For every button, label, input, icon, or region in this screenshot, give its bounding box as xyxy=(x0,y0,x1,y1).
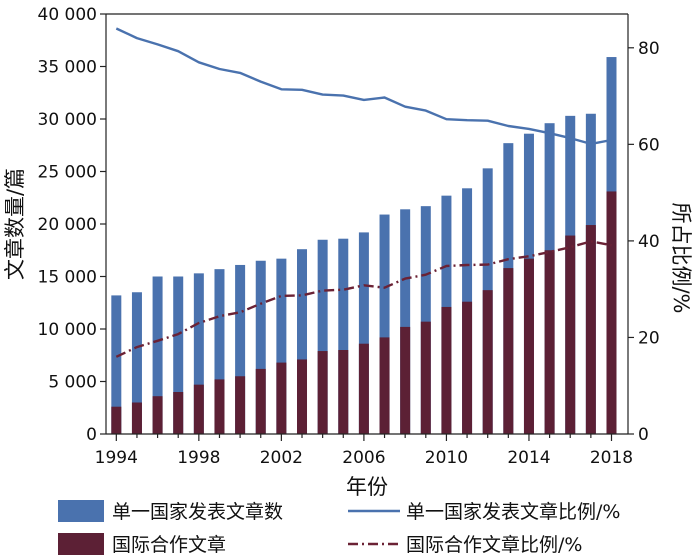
x-tick-label: 1998 xyxy=(177,448,220,468)
bar-international xyxy=(317,351,328,434)
bar-international xyxy=(131,402,142,434)
bar-international xyxy=(379,337,390,434)
x-tick-label: 2010 xyxy=(425,448,468,468)
bar-single-country xyxy=(297,249,308,434)
y-tick-label: 0 xyxy=(86,425,97,445)
bar-international xyxy=(482,290,493,434)
bar-single-country xyxy=(338,238,349,434)
y-tick-label: 25 000 xyxy=(38,163,97,183)
bar-single-country xyxy=(152,276,163,434)
y-tick-label: 15 000 xyxy=(38,268,97,288)
bar-international xyxy=(358,343,369,434)
bar-international xyxy=(297,359,308,434)
axes: 0 5 000 10 000 15 000 20 000 25 000 30 000 35 0… xyxy=(38,5,660,468)
y-tick-label: 30 000 xyxy=(38,110,97,130)
legend-swatch xyxy=(58,500,104,522)
bar-international xyxy=(503,268,514,434)
bar-single-country xyxy=(255,260,266,434)
x-tick-label: 2018 xyxy=(590,448,633,468)
bar-single-country xyxy=(400,209,411,434)
bar-single-country xyxy=(420,206,431,434)
legend-label: 单一国家发表文章数 xyxy=(112,501,283,523)
bar-international xyxy=(111,406,122,434)
bar-single-country xyxy=(131,292,142,434)
bar-single-country xyxy=(111,295,122,434)
x-tick-label: 1994 xyxy=(95,448,138,468)
bar-single-country xyxy=(214,269,225,434)
bar-international xyxy=(152,396,163,434)
y-tick-label: 20 000 xyxy=(38,215,97,235)
y-tick-label: 5 000 xyxy=(48,373,97,393)
bar-international xyxy=(276,362,287,434)
bar-international xyxy=(214,379,225,434)
bar-single-country xyxy=(317,239,328,434)
y2-tick-label: 0 xyxy=(638,425,649,445)
y-tick-label: 35 000 xyxy=(38,58,97,78)
line-single-country-ratio xyxy=(115,27,612,146)
bar-single-country xyxy=(358,232,369,434)
bar-international xyxy=(338,350,349,434)
y2-tick-label: 60 xyxy=(638,135,660,155)
bar-single-country xyxy=(235,264,246,434)
bar-single-country xyxy=(193,273,204,434)
bar-international xyxy=(544,250,555,434)
bar-international xyxy=(400,326,411,434)
bar-single-country xyxy=(173,276,184,434)
bar-international xyxy=(420,321,431,434)
y-axis-title: 文章数量/篇 xyxy=(3,168,27,280)
y2-axis-title: 所占比例/% xyxy=(669,202,693,313)
legend-label: 单一国家发表文章比例/% xyxy=(406,501,620,523)
bar-international xyxy=(441,306,452,434)
x-tick-label: 2006 xyxy=(342,448,385,468)
plot-area xyxy=(111,27,617,435)
x-tick-label: 2014 xyxy=(507,448,550,468)
x-axis-title: 年份 xyxy=(346,475,388,499)
line-international-ratio xyxy=(115,240,612,358)
legend-swatch xyxy=(58,533,104,555)
bar-international xyxy=(255,368,266,434)
x-tick-label: 2002 xyxy=(260,448,303,468)
bar-single-country xyxy=(379,214,390,434)
bar-international xyxy=(235,376,246,434)
y2-tick-label: 40 xyxy=(638,232,660,252)
bar-international xyxy=(606,191,617,434)
bar-international xyxy=(193,384,204,434)
y-tick-label: 40 000 xyxy=(38,5,97,25)
y2-tick-label: 20 xyxy=(638,328,660,348)
legend: 单一国家发表文章数 单一国家发表文章比例/% 国际合作文章 国际合作文章比例/% xyxy=(58,500,620,556)
bar-international xyxy=(585,225,596,434)
bar-international xyxy=(565,235,576,434)
bar-international xyxy=(173,392,184,434)
legend-label: 国际合作文章 xyxy=(112,534,226,556)
bar-international xyxy=(462,301,473,434)
bar-single-country xyxy=(276,258,287,434)
bar-international xyxy=(523,258,534,434)
y-tick-label: 10 000 xyxy=(38,320,97,340)
y2-tick-label: 80 xyxy=(638,39,660,59)
legend-label: 国际合作文章比例/% xyxy=(406,534,582,556)
